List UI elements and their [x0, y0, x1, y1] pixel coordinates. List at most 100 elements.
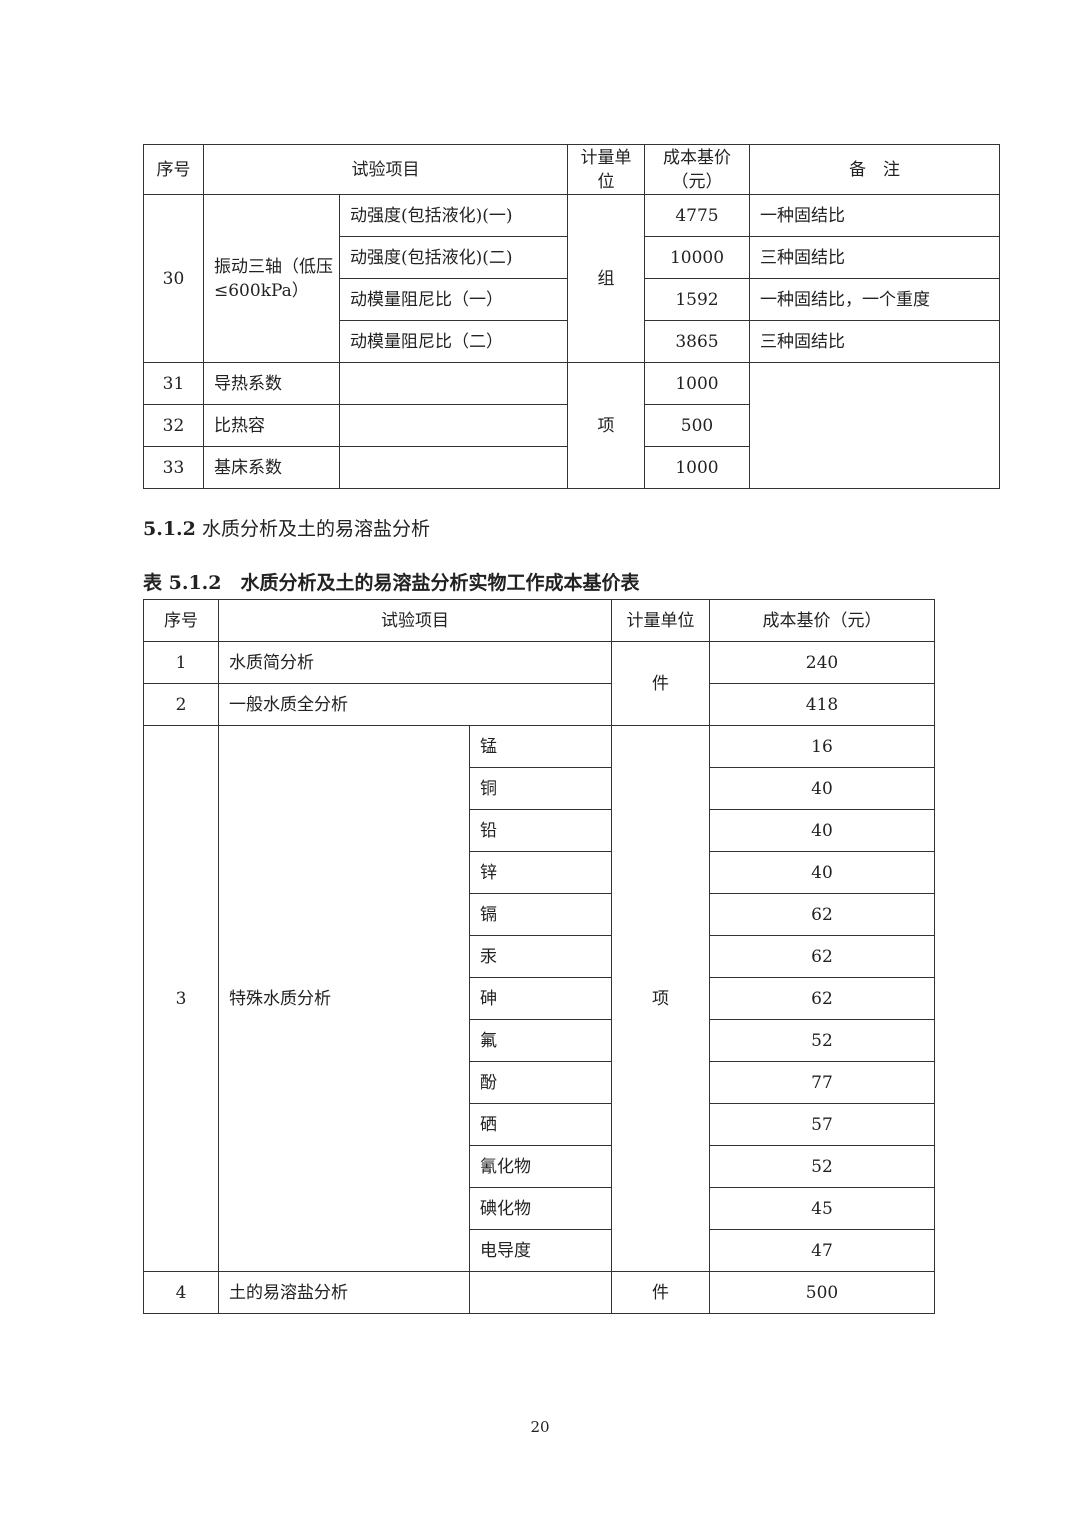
sub-item: 动强度(包括液化)(二) — [339, 236, 568, 279]
empty-cell — [339, 362, 568, 405]
price: 62 — [709, 935, 935, 978]
table-row: 动模量阻尼比（二） 3865 三种固结比 — [144, 320, 1000, 363]
section-heading: 5.1.2 水质分析及土的易溶盐分析 — [143, 514, 430, 541]
price: 3865 — [644, 320, 750, 363]
table-row: 1 水质简分析 件 240 — [143, 641, 935, 726]
note: 一种固结比，一个重度 — [749, 278, 1000, 321]
row-no: 4 — [143, 1271, 219, 1314]
section-title: 水质分析及土的易溶盐分析 — [201, 518, 430, 540]
row-unit: 项 — [567, 362, 645, 489]
row-unit: 件 — [611, 641, 710, 726]
sub-item: 铅 — [469, 809, 612, 852]
price: 418 — [709, 683, 935, 726]
header-price: 成本基价（元） — [709, 599, 935, 642]
table-row: 动模量阻尼比（一） 1592 一种固结比，一个重度 — [144, 278, 1000, 321]
note: 一种固结比 — [749, 194, 1000, 237]
header-unit: 计量单位 — [611, 599, 710, 642]
row-item: 一般水质全分析 — [218, 683, 612, 726]
sub-item: 锌 — [469, 851, 612, 894]
row-no: 3 — [143, 725, 219, 1272]
empty-cell — [339, 404, 568, 447]
price: 500 — [709, 1271, 935, 1314]
row-no: 30 — [143, 194, 204, 363]
price: 1000 — [644, 446, 750, 489]
header-no: 序号 — [143, 144, 204, 195]
row-unit: 件 — [611, 1271, 710, 1314]
table-header-row: 序号 试验项目 计量单位 成本基价（元） — [143, 599, 935, 642]
row-item: 比热容 — [203, 404, 340, 447]
table-row: 铜 40 — [144, 767, 935, 810]
row-item: 土的易溶盐分析 — [218, 1271, 470, 1314]
table-row: 4 土的易溶盐分析 件 500 — [143, 1271, 935, 1314]
price: 52 — [709, 1145, 935, 1188]
row-no: 1 — [143, 641, 219, 684]
note: 三种固结比 — [749, 320, 1000, 363]
table-row: 碘化物 45 — [144, 1187, 935, 1230]
sub-item: 氟 — [469, 1019, 612, 1062]
note: 三种固结比 — [749, 236, 1000, 279]
table-row: 30 振动三轴（低压≤600kPa） 动强度(包括液化)(一) 组 4775 一… — [143, 194, 1000, 363]
row-no: 2 — [143, 683, 219, 726]
sub-item: 汞 — [469, 935, 612, 978]
table-row: 砷 62 — [144, 977, 935, 1020]
table-row: 电导度 47 — [144, 1229, 935, 1272]
sub-item: 碘化物 — [469, 1187, 612, 1230]
row-no: 33 — [143, 446, 204, 489]
table-row: 镉 62 — [144, 893, 935, 936]
price: 240 — [709, 641, 935, 684]
header-unit: 计量单位 — [567, 144, 645, 195]
price: 77 — [709, 1061, 935, 1104]
price: 52 — [709, 1019, 935, 1062]
price: 500 — [644, 404, 750, 447]
header-item: 试验项目 — [218, 599, 612, 642]
row-unit: 组 — [567, 194, 645, 363]
table-row: 31 导热系数 项 1000 — [143, 362, 1000, 489]
table-row: 动强度(包括液化)(二) 10000 三种固结比 — [144, 236, 1000, 279]
table-title: 表 5.1.2 水质分析及土的易溶盐分析实物工作成本基价表 — [143, 572, 640, 594]
header-note: 备 注 — [749, 144, 1000, 195]
sub-item: 电导度 — [469, 1229, 612, 1272]
table-row: 33 基床系数 1000 — [143, 446, 1000, 489]
row-item: 基床系数 — [203, 446, 340, 489]
price: 4775 — [644, 194, 750, 237]
empty-cell — [469, 1271, 612, 1314]
header-price: 成本基价（元） — [644, 144, 750, 195]
header-no: 序号 — [143, 599, 219, 642]
row-unit: 项 — [611, 725, 710, 1272]
price: 62 — [709, 977, 935, 1020]
section-number: 5.1.2 — [143, 518, 196, 540]
sub-item: 氰化物 — [469, 1145, 612, 1188]
sub-item: 动强度(包括液化)(一) — [339, 194, 568, 237]
page-number: 20 — [530, 1418, 550, 1436]
price: 62 — [709, 893, 935, 936]
cost-table-continued: 序号 试验项目 计量单位 成本基价（元） 备 注 30 振动三轴（低压≤600k… — [143, 144, 1000, 489]
price: 1000 — [644, 362, 750, 405]
table-row: 硒 57 — [144, 1103, 935, 1146]
table-row: 汞 62 — [144, 935, 935, 978]
header-item: 试验项目 — [203, 144, 568, 195]
table-row: 2 一般水质全分析 418 — [143, 683, 935, 726]
table-header-row: 序号 试验项目 计量单位 成本基价（元） 备 注 — [143, 144, 1000, 195]
sub-item: 砷 — [469, 977, 612, 1020]
row-item: 特殊水质分析 — [218, 725, 470, 1272]
price: 40 — [709, 809, 935, 852]
price: 40 — [709, 767, 935, 810]
price: 1592 — [644, 278, 750, 321]
sub-item: 锰 — [469, 725, 612, 768]
table-row: 3 特殊水质分析 锰 项 16 — [143, 725, 935, 1272]
note-empty — [749, 362, 1000, 489]
row-item: 水质简分析 — [218, 641, 612, 684]
price: 47 — [709, 1229, 935, 1272]
sub-item: 动模量阻尼比（一） — [339, 278, 568, 321]
sub-item: 酚 — [469, 1061, 612, 1104]
sub-item: 硒 — [469, 1103, 612, 1146]
table-row: 酚 77 — [144, 1061, 935, 1104]
price: 16 — [709, 725, 935, 768]
row-no: 31 — [143, 362, 204, 405]
water-analysis-cost-table: 序号 试验项目 计量单位 成本基价（元） 1 水质简分析 件 240 2 一般水… — [143, 599, 935, 1314]
row-item: 导热系数 — [203, 362, 340, 405]
row-no: 32 — [143, 404, 204, 447]
table-row: 铅 40 — [144, 809, 935, 852]
sub-item: 动模量阻尼比（二） — [339, 320, 568, 363]
